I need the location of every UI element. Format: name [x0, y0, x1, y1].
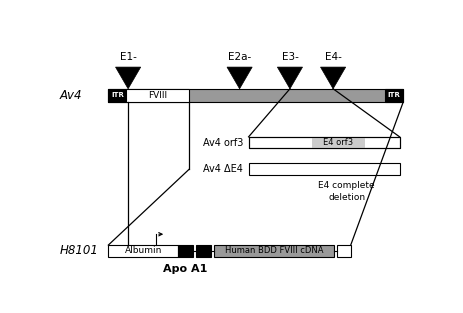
Text: ITR: ITR	[387, 92, 400, 98]
Text: E3-: E3-	[281, 52, 298, 62]
Text: H8101: H8101	[60, 244, 99, 257]
Bar	[213, 245, 333, 257]
Bar	[178, 245, 193, 257]
Bar	[108, 89, 126, 102]
Text: ITR: ITR	[111, 92, 124, 98]
Text: Av4: Av4	[60, 89, 82, 102]
Text: E4 orf3: E4 orf3	[323, 138, 353, 147]
Bar	[108, 89, 402, 102]
Text: Av4 orf3: Av4 orf3	[202, 138, 243, 148]
Text: Albumin: Albumin	[125, 246, 162, 255]
Text: Av4 ΔE4: Av4 ΔE4	[203, 164, 243, 174]
Text: Apo A1: Apo A1	[163, 264, 207, 274]
Text: FVIII: FVIII	[148, 91, 167, 100]
Polygon shape	[226, 67, 252, 89]
Bar	[248, 163, 399, 175]
Text: Human BDD FVIII cDNA: Human BDD FVIII cDNA	[224, 246, 323, 255]
Bar	[196, 245, 210, 257]
Text: deletion: deletion	[327, 193, 364, 202]
Polygon shape	[115, 67, 140, 89]
Bar	[384, 89, 402, 102]
Bar	[108, 245, 178, 257]
Text: E4 complete: E4 complete	[318, 181, 374, 190]
Bar	[126, 89, 189, 102]
Text: E2a-: E2a-	[227, 52, 250, 62]
Text: E4-: E4-	[324, 52, 341, 62]
Polygon shape	[277, 67, 302, 89]
Bar	[336, 245, 350, 257]
Text: E1-: E1-	[119, 52, 136, 62]
Bar	[248, 137, 399, 148]
Polygon shape	[320, 67, 345, 89]
Bar	[248, 137, 399, 148]
Bar	[311, 137, 364, 148]
